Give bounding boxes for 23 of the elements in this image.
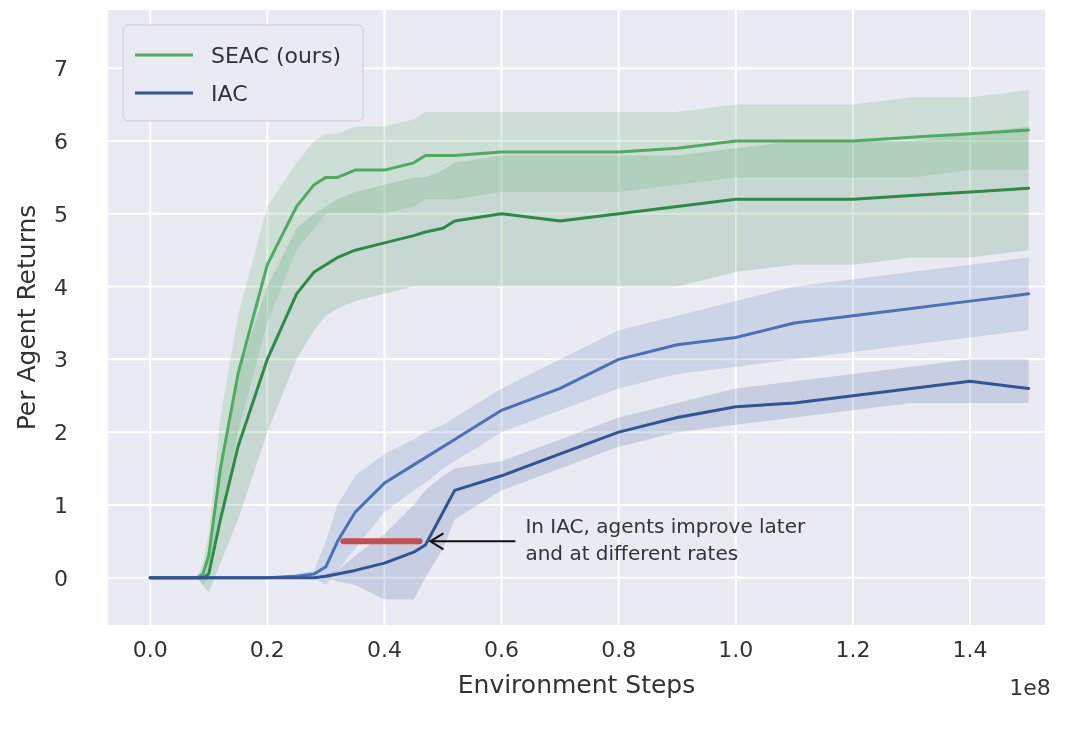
x-tick-label: 0.8 xyxy=(601,637,637,662)
legend-label: SEAC (ours) xyxy=(211,43,341,68)
x-tick-label: 0.6 xyxy=(484,637,520,662)
x-axis-title: Environment Steps xyxy=(457,670,696,699)
annotation: In IAC, agents improve later and at different rates xyxy=(525,514,807,566)
x-tick-label: 1.0 xyxy=(718,637,754,662)
line-series xyxy=(148,379,1031,580)
y-tick-label: 7 xyxy=(54,56,68,82)
y-tick-label: 0 xyxy=(54,565,68,591)
y-tick-label: 2 xyxy=(54,420,68,446)
y-tick-label: 1 xyxy=(54,492,68,518)
y-tick-label: 3 xyxy=(54,347,68,373)
legend-label: IAC xyxy=(211,81,248,106)
x-tick-label: 0.2 xyxy=(249,637,285,662)
y-tick-label: 5 xyxy=(54,201,68,227)
x-tick-label: 1.2 xyxy=(835,637,871,662)
x-tick-label: 0.4 xyxy=(366,637,402,662)
text: 1e8 xyxy=(1009,675,1051,700)
x-tick-label: 1.4 xyxy=(952,637,988,662)
y-tick-label: 4 xyxy=(54,274,68,300)
x-tick-label: 0.0 xyxy=(132,637,168,662)
y-axis-title: Per Agent Returns xyxy=(12,204,41,431)
y-tick-label: 6 xyxy=(54,129,68,155)
